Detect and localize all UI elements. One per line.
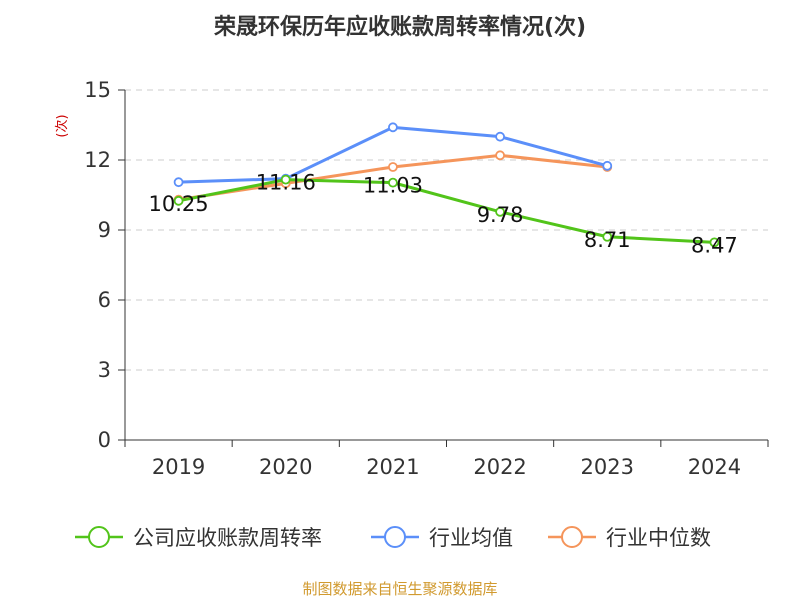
- data-label: 9.78: [477, 203, 524, 227]
- legend-marker-icon: [88, 526, 110, 548]
- x-tick-label: 2021: [366, 455, 419, 479]
- data-point: [495, 150, 505, 161]
- data-point: [495, 206, 505, 217]
- data-point: [388, 177, 398, 188]
- y-tick-label: 0: [98, 428, 111, 452]
- y-tick-label: 9: [98, 218, 111, 242]
- y-tick-label: 3: [98, 358, 111, 382]
- y-axis-unit-label: (次): [54, 114, 70, 137]
- x-tick-label: 2023: [581, 455, 634, 479]
- series-lines: [173, 122, 720, 248]
- x-tick-label: 2019: [152, 455, 205, 479]
- data-label: 8.71: [584, 228, 631, 252]
- data-label: 8.47: [691, 233, 738, 257]
- data-label: 10.25: [149, 192, 209, 216]
- x-tick-label: 2022: [473, 455, 526, 479]
- y-tick-label: 15: [84, 78, 111, 102]
- legend-label: 行业中位数: [606, 526, 711, 550]
- legend-item[interactable]: 公司应收账款周转率: [75, 526, 322, 550]
- data-label: 11.03: [363, 174, 423, 198]
- legend[interactable]: 公司应收账款周转率 行业均值 行业中位数: [75, 526, 711, 550]
- series-line: [177, 178, 716, 244]
- legend-marker-icon: [384, 526, 406, 548]
- data-labels: 10.25 11.16 11.03 9.78 8.71 8.47: [149, 171, 738, 258]
- data-point: [173, 177, 184, 188]
- data-point: [280, 174, 291, 185]
- data-label: 11.16: [256, 171, 316, 195]
- data-point: [602, 160, 613, 171]
- chart-title: 荣晟环保历年应收账款周转率情况(次): [213, 14, 586, 40]
- x-tick-label: 2020: [259, 455, 312, 479]
- x-tick-label: 2024: [688, 455, 741, 479]
- legend-marker-icon: [561, 526, 583, 548]
- axes: 0 3 6 9 12 15 2019 2020 2021 2022 2023 2024: [84, 78, 769, 479]
- data-point: [495, 131, 505, 142]
- legend-label: 公司应收账款周转率: [133, 526, 322, 550]
- source-note: 制图数据来自恒生聚源数据库: [302, 580, 497, 598]
- data-point: [602, 231, 613, 242]
- y-tick-label: 12: [84, 148, 111, 172]
- data-point: [388, 162, 398, 172]
- y-tick-label: 6: [98, 288, 111, 312]
- data-point: [709, 237, 720, 248]
- legend-label: 行业均值: [429, 526, 513, 550]
- legend-item[interactable]: 行业中位数: [548, 526, 711, 550]
- data-point: [173, 195, 184, 206]
- legend-item[interactable]: 行业均值: [371, 526, 513, 550]
- data-point: [388, 122, 398, 133]
